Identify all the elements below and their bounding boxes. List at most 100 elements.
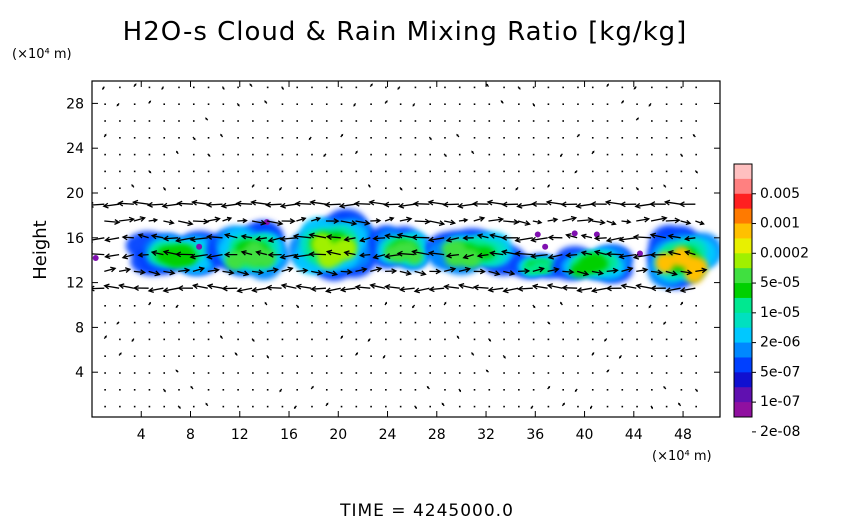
wind-dot [340,389,343,391]
wind-arrow-head [184,267,191,274]
wind-dot [370,389,372,391]
wind-arrow [207,269,219,273]
wind-arrow [236,202,253,205]
wind-dot [311,338,313,341]
wind-arrow [280,237,297,240]
wind-dot [518,389,520,391]
wind-dot [547,305,550,307]
colorbar-label: 1e-07 [760,394,800,410]
wind-arrow [531,253,548,258]
wind-arrow [517,220,530,225]
wind-arrow-head [154,270,161,277]
wind-arrow [531,237,548,242]
wind-dot [325,120,328,122]
wind-arrow [162,203,179,207]
wind-arrow-head [117,200,124,207]
wind-arrow-head [219,335,223,338]
wind-dot [133,405,136,408]
wind-dot [266,187,269,189]
wind-arrow-head [376,266,383,273]
wind-dot [503,86,505,89]
cloud-speck [92,254,99,261]
wind-arrow [163,270,175,274]
wind-dot [222,389,225,391]
wind-arrow [163,287,179,292]
wind-dot [207,187,210,189]
wind-dot [651,355,653,357]
wind-dot [680,103,683,105]
wind-arrow [581,251,593,256]
wind-arrow [355,220,370,225]
wind-dot [163,321,166,324]
colorbar-swatch [734,372,752,388]
wind-arrow [414,203,430,205]
wind-arrow [241,251,253,256]
wind-dot [651,86,653,89]
wind-dot [621,389,624,391]
wind-arrow [429,252,445,256]
wind-dot [636,153,638,156]
wind-arrow-head [427,250,435,257]
wind-dot [252,170,254,173]
wind-arrow [619,237,637,241]
wind-arrow [148,287,164,292]
wind-dot [532,321,535,324]
colorbar-label: 0.0002 [760,245,809,261]
wind-dot [207,372,210,374]
wind-arrow-head [222,87,225,91]
wind-dot [695,120,697,122]
wind-arrow-head [161,87,164,91]
colorbar-swatch [734,283,752,299]
wind-dot [665,86,668,89]
wind-arrow-head [457,202,464,209]
wind-dot [355,338,358,341]
wind-dot [281,137,284,139]
wind-arrow-head [205,402,208,405]
wind-arrow [296,269,308,273]
wind-dot [532,372,535,374]
wind-dot [665,372,668,374]
wind-arrow-head [341,133,344,137]
wind-arrow-head [449,266,457,273]
wind-dot [355,137,358,139]
wind-dot [399,103,402,105]
wind-dot [237,372,239,374]
wind-dot [429,355,431,357]
wind-dot [399,321,402,324]
wind-dot [503,372,505,374]
wind-arrow-head [258,269,265,276]
wind-dot [651,170,653,173]
plot-frame [91,80,721,418]
wind-arrow-head [102,202,109,209]
wind-dot [577,120,579,122]
colorbar-frame [733,163,753,418]
wind-arrow-head [471,150,474,153]
wind-dot [591,103,594,105]
wind-arrow [650,270,662,274]
wind-arrow-head [605,237,613,243]
wind-dot [651,120,653,122]
wind-dot [340,405,343,408]
wind-dot [562,321,564,324]
wind-arrow [666,287,681,292]
colorbar-swatch [734,312,752,329]
wind-dot [621,170,624,173]
wind-arrow [133,270,145,274]
wind-arrow-head [592,150,595,153]
wind-arrow [252,287,267,292]
wind-arrow [311,287,327,290]
x-axis: 4 8 12 16 20 24 28 32 36 40 44 48 [137,81,692,443]
wind-arrow [547,218,558,222]
y-tick-label: 20 [66,186,84,202]
wind-dot [119,120,121,122]
wind-dot [104,372,106,374]
wind-dot [547,86,550,89]
wind-dot [192,321,195,324]
wind-arrow-head [178,406,181,409]
wind-arrow-head [565,233,572,239]
wind-arrow-head [533,305,536,309]
wind-arrow [503,287,519,292]
wind-dot [266,389,269,391]
wind-dot [518,372,520,374]
wind-dot [547,120,550,122]
